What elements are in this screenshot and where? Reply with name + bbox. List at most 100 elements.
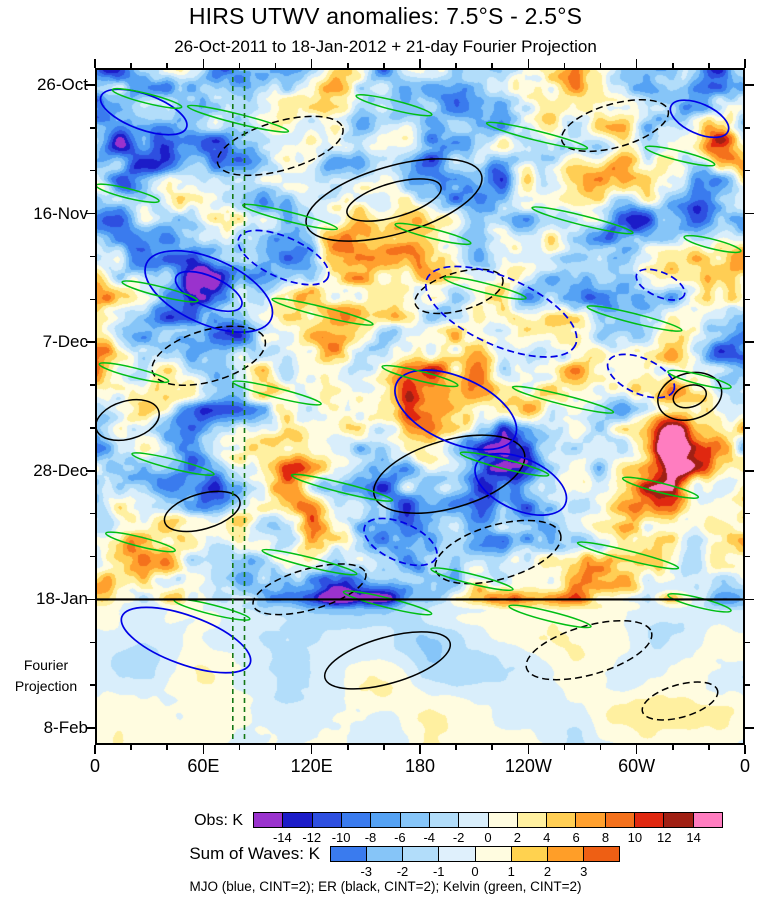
kelvin-wave-contour bbox=[459, 451, 550, 477]
kelvin-wave-contour bbox=[355, 93, 433, 117]
axis-tick bbox=[745, 212, 754, 215]
kelvin-wave-contour bbox=[667, 369, 732, 390]
y-axis-tick-label: 28-Dec bbox=[33, 460, 88, 480]
er-wave-contour bbox=[216, 115, 344, 177]
axis-tick bbox=[745, 555, 750, 558]
axis-tick bbox=[166, 745, 169, 750]
axis-tick bbox=[166, 63, 169, 68]
mjo-wave-contour bbox=[144, 249, 274, 333]
kelvin-wave-contour bbox=[105, 531, 176, 553]
kelvin-wave-contour bbox=[586, 305, 683, 332]
er-wave-contour bbox=[95, 398, 160, 442]
axis-tick bbox=[90, 512, 95, 515]
axis-tick bbox=[94, 59, 96, 68]
contour-overlay bbox=[95, 68, 745, 745]
waves-colorbar-segment bbox=[511, 847, 548, 861]
x-axis-tick-label: 60E bbox=[187, 756, 220, 776]
axis-tick bbox=[527, 745, 530, 754]
kelvin-wave-contour bbox=[381, 364, 459, 388]
axis-tick bbox=[383, 745, 385, 750]
obs-colorbar-segment bbox=[576, 813, 606, 827]
axis-tick bbox=[86, 727, 95, 729]
mjo-wave-contour bbox=[474, 452, 568, 516]
kelvin-wave-contour bbox=[394, 222, 472, 246]
kelvin-wave-contour bbox=[576, 541, 680, 570]
waves-colorbar-label: Sum of Waves: K bbox=[189, 844, 320, 863]
obs-colorbar-tick-label: 8 bbox=[601, 830, 610, 845]
axis-tick bbox=[744, 745, 746, 754]
kelvin-wave-contour bbox=[121, 280, 199, 303]
axis-tick bbox=[563, 745, 566, 750]
x-axis-tick-label: 60W bbox=[618, 756, 656, 776]
kelvin-wave-contour bbox=[186, 104, 290, 133]
axis-tick bbox=[745, 512, 750, 515]
kelvin-wave-contour bbox=[511, 385, 615, 414]
axis-tick bbox=[90, 298, 95, 301]
axis-tick bbox=[94, 745, 96, 754]
obs-colorbar-segment bbox=[459, 813, 489, 827]
axis-tick bbox=[635, 59, 638, 68]
kelvin-wave-contour bbox=[443, 276, 527, 300]
axis-tick bbox=[310, 745, 313, 754]
obs-colorbar-tick-label: -2 bbox=[452, 830, 465, 845]
axis-tick bbox=[383, 63, 385, 68]
kelvin-wave-contour bbox=[621, 476, 700, 499]
obs-colorbar-segment bbox=[488, 813, 518, 827]
mjo-wave-contour bbox=[174, 270, 243, 313]
axis-tick bbox=[599, 63, 602, 68]
x-axis-tick-label: 0 bbox=[89, 756, 100, 776]
axis-tick bbox=[274, 745, 277, 750]
axis-tick bbox=[745, 384, 750, 386]
er-wave-contour bbox=[657, 371, 723, 421]
kelvin-wave-contour bbox=[290, 473, 394, 502]
waves-colorbar-tick-label: 1 bbox=[507, 864, 515, 879]
y-axis-tick-label: 16-Nov bbox=[33, 203, 88, 223]
er-wave-contour bbox=[305, 158, 483, 242]
obs-colorbar-segment bbox=[664, 813, 694, 827]
axis-tick bbox=[745, 641, 750, 644]
axis-tick bbox=[745, 341, 754, 343]
obs-colorbar-tick-label: -6 bbox=[394, 830, 406, 845]
axis-tick bbox=[86, 470, 95, 472]
axis-tick bbox=[455, 63, 457, 68]
waves-colorbar-segment bbox=[367, 847, 404, 861]
obs-colorbar-tick-label: -4 bbox=[423, 830, 436, 845]
axis-tick bbox=[745, 169, 750, 172]
axis-tick bbox=[90, 427, 95, 429]
waves-colorbar-tick-label: 3 bbox=[580, 864, 588, 879]
x-axis-tick-label: 120E bbox=[290, 756, 333, 776]
kelvin-wave-contour bbox=[430, 567, 514, 592]
axis-tick bbox=[671, 63, 674, 68]
kelvin-wave-contour bbox=[508, 604, 592, 629]
fourier-projection-annotation: Fourier Projection bbox=[4, 655, 88, 697]
axis-tick bbox=[238, 745, 241, 750]
axis-tick bbox=[90, 255, 95, 258]
axis-tick bbox=[310, 59, 313, 68]
axis-tick bbox=[86, 598, 95, 601]
x-axis-tick-label: 120W bbox=[504, 756, 552, 776]
waves-colorbar-tick-label: -1 bbox=[432, 864, 445, 879]
mjo-wave-contour bbox=[424, 265, 578, 358]
axis-tick bbox=[90, 641, 95, 644]
fourier-annotation-line2: Projection bbox=[14, 678, 78, 694]
obs-colorbar bbox=[253, 812, 723, 828]
axis-tick bbox=[419, 59, 421, 68]
kelvin-wave-contour bbox=[683, 234, 742, 254]
axis-tick bbox=[599, 745, 602, 750]
axis-tick bbox=[671, 745, 674, 750]
kelvin-wave-contour bbox=[531, 206, 634, 235]
obs-colorbar-tick-label: -12 bbox=[302, 830, 322, 845]
obs-colorbar-segment bbox=[400, 813, 430, 827]
axis-tick bbox=[346, 63, 349, 68]
er-wave-contour bbox=[525, 619, 653, 681]
waves-colorbar-segment bbox=[439, 847, 476, 861]
axis-tick bbox=[491, 745, 494, 750]
axis-tick bbox=[90, 169, 95, 172]
mjo-wave-contour bbox=[363, 517, 438, 567]
axis-tick bbox=[744, 59, 746, 68]
er-wave-contour bbox=[434, 519, 562, 585]
chart-title: HIRS UTWV anomalies: 7.5°S - 2.5°S bbox=[188, 3, 583, 29]
kelvin-wave-contour bbox=[485, 121, 589, 150]
kelvin-wave-contour bbox=[271, 297, 374, 326]
axis-tick bbox=[346, 745, 349, 750]
